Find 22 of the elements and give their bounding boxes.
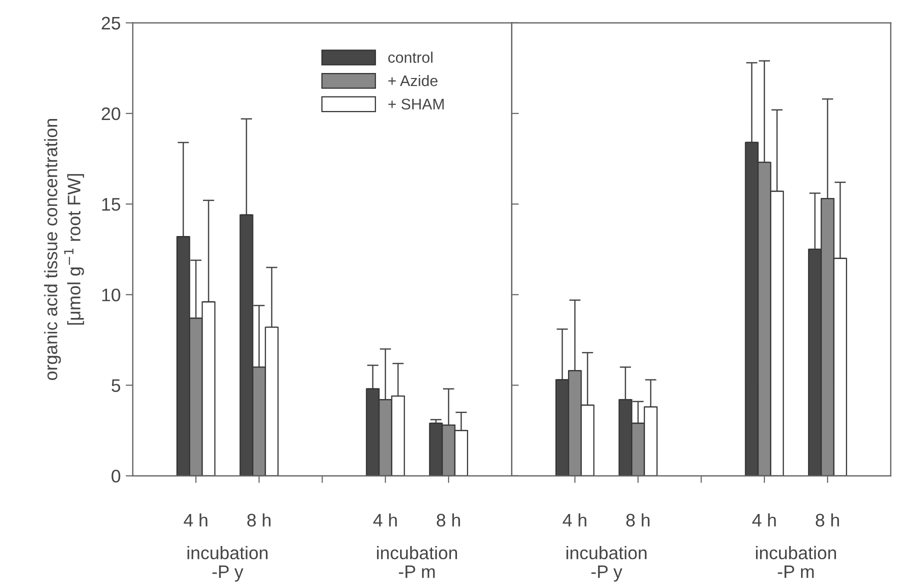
legend-label: + Azide xyxy=(388,74,438,86)
y-tick-label: 10 xyxy=(102,288,120,302)
text: incubation -P y xyxy=(566,546,646,582)
legend-label: + SHAM xyxy=(388,98,444,110)
y-tick-label: 20 xyxy=(102,107,120,120)
x-tick-label: 8 h xyxy=(816,513,839,527)
x-tick-label: 8 h xyxy=(626,513,650,527)
x-tick-label: 4 h xyxy=(373,513,397,526)
x-tick-label: 4 h xyxy=(562,513,586,526)
text: incubation -P m xyxy=(377,546,457,578)
y-tick-label: 25 xyxy=(102,16,120,30)
x-tick-label: 8 h xyxy=(247,513,270,527)
y-tick-label: 0 xyxy=(112,470,120,483)
y-axis-title: organic acid tissue concentration [μmol g$^{−1}$ root FW] xyxy=(44,119,84,380)
x-tick-label: 8 h xyxy=(436,513,460,527)
y-tick-label: 15 xyxy=(102,198,120,211)
x-tick-label: 4 h xyxy=(184,513,208,526)
x-tick-label: 4 h xyxy=(752,513,776,526)
text: incubation -P y xyxy=(188,546,268,582)
legend-label: control xyxy=(388,52,432,63)
y-tick-label: 5 xyxy=(112,379,120,392)
text: incubation -P m xyxy=(756,546,836,578)
